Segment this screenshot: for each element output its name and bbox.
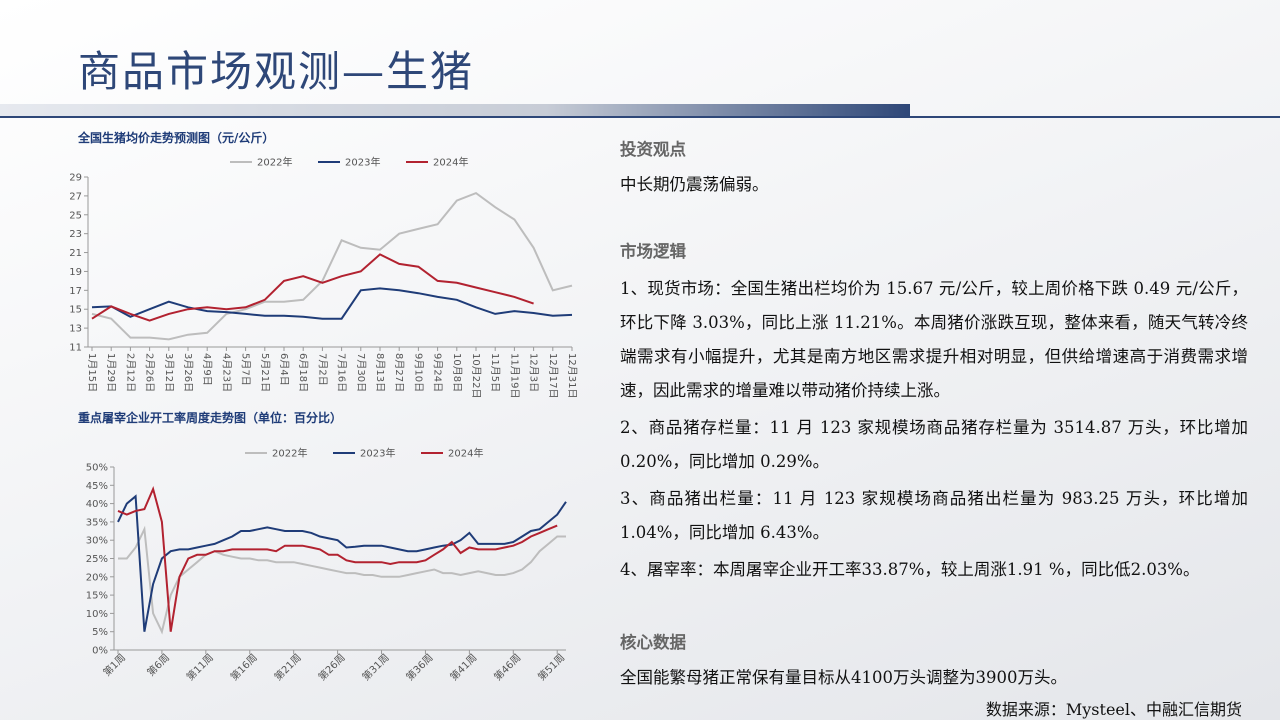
- x-tick-label: 第26周: [315, 651, 347, 683]
- y-tick-label: 23: [69, 229, 82, 240]
- legend-label: 2024年: [433, 156, 468, 169]
- paragraph: 中长期仍震荡偏弱。: [620, 175, 769, 194]
- series-line: [91, 253, 534, 322]
- y-tick-label: 20%: [86, 572, 108, 583]
- x-tick-label: 第46周: [491, 651, 523, 683]
- y-tick-label: 35%: [86, 517, 108, 528]
- x-tick-label: 5月21日: [259, 353, 271, 392]
- x-tick-label: 11月19日: [508, 353, 520, 398]
- heading: 市场逻辑: [620, 242, 686, 261]
- y-tick-label: 15: [69, 305, 82, 316]
- x-tick-label: 1月15日: [86, 353, 98, 392]
- y-tick-label: 50%: [86, 463, 108, 474]
- x-tick-label: 5月7日: [240, 353, 252, 386]
- paragraph: 4、屠宰率：本周屠宰企业开工率33.87%，较上周涨1.91 %，同比低2.03…: [620, 560, 1200, 579]
- x-tick-label: 11月5日: [489, 353, 501, 392]
- x-tick-label: 第21周: [271, 651, 303, 683]
- x-tick-label: 3月12日: [163, 353, 175, 392]
- x-tick-label: 10月8日: [451, 353, 463, 392]
- x-tick-label: 第41周: [447, 651, 479, 683]
- paragraph: 1、现货市场：全国生猪出栏均价为 15.67 元/公斤，较上周价格下跌 0.49…: [620, 279, 1248, 400]
- title-bar: [0, 104, 910, 116]
- legend-label: 2022年: [257, 156, 292, 169]
- y-tick-label: 5%: [92, 627, 108, 638]
- x-tick-label: 第51周: [535, 651, 567, 683]
- series-line: [91, 191, 573, 341]
- legend-label: 2024年: [448, 447, 483, 460]
- x-tick-label: 2月12日: [124, 353, 136, 392]
- x-tick-label: 第31周: [359, 651, 391, 683]
- chart-title: 重点屠宰企业开工率周度走势图（单位：百分比）: [78, 410, 342, 425]
- x-tick-label: 7月16日: [336, 353, 348, 392]
- charts: 全国生猪均价走势预测图（元/公斤） 11 13 15 17 19 21 23 25 27 29 1月1…: [69, 130, 578, 683]
- y-tick-label: 0%: [92, 646, 108, 657]
- item-list: 1、现货市场：全国生猪出栏均价为 15.67 元/公斤，较上周价格下跌 0.49…: [620, 272, 1248, 587]
- series-line: [117, 494, 567, 632]
- series-line: [118, 525, 566, 635]
- x-tick-label: 2月26日: [144, 353, 156, 392]
- x-tick-label: 6月18日: [297, 353, 309, 392]
- y-tick-label: 25: [69, 210, 82, 221]
- x-tick-label: 9月24日: [432, 353, 444, 392]
- paragraph: 2、商品猪存栏量：11 月 123 家规模场商品猪存栏量为 3514.87 万头…: [620, 418, 1248, 471]
- y-tick-label: 27: [69, 191, 82, 202]
- title-rule: [0, 116, 1280, 118]
- series-line: [91, 287, 573, 320]
- y-tick-label: 45%: [86, 481, 108, 492]
- y-tick-label: 21: [69, 248, 82, 259]
- slide-title: 商品市场观测—生猪: [78, 47, 475, 96]
- y-tick-label: 10%: [86, 609, 108, 620]
- x-tick-label: 8月27日: [393, 353, 405, 392]
- x-tick-label: 4月23日: [220, 353, 232, 392]
- legend-label: 2023年: [360, 447, 395, 460]
- x-tick-label: 8月13日: [374, 353, 386, 392]
- x-tick-label: 1月29日: [105, 353, 117, 392]
- x-tick-label: 10月22日: [470, 353, 482, 398]
- heading: 投资观点: [620, 140, 686, 159]
- source: 数据来源：Mysteel、中融汇信期货: [985, 700, 1242, 719]
- x-tick-label: 第6周: [144, 651, 172, 679]
- y-tick-label: 15%: [86, 591, 108, 602]
- x-tick-label: 12月31日: [566, 353, 578, 398]
- paragraph: 全国能繁母猪正常保有量目标从4100万头调整为3900万头。: [620, 668, 1067, 687]
- paragraph: 3、商品猪出栏量：11 月 123 家规模场商品猪出栏量为 983.25 万头，…: [620, 489, 1248, 542]
- x-tick-label: 3月26日: [182, 353, 194, 392]
- y-tick-label: 30%: [86, 536, 108, 547]
- y-tick-label: 25%: [86, 554, 108, 565]
- x-tick-label: 9月10日: [412, 353, 424, 392]
- chart-title: 全国生猪均价走势预测图（元/公斤）: [77, 130, 274, 145]
- series-line: [117, 485, 558, 632]
- y-tick-label: 40%: [86, 499, 108, 510]
- y-tick-label: 29: [69, 173, 82, 184]
- x-tick-label: 4月9日: [201, 353, 213, 386]
- x-tick-label: 12月17日: [547, 353, 559, 398]
- x-tick-label: 6月4日: [278, 353, 290, 386]
- legend-label: 2022年: [272, 447, 307, 460]
- x-tick-label: 7月30日: [355, 353, 367, 392]
- x-tick-label: 第36周: [403, 651, 435, 683]
- x-tick-label: 第11周: [184, 651, 216, 683]
- text-panel: 投资观点 中长期仍震荡偏弱。 市场逻辑 1、现货市场：全国生猪出栏均价为 15.…: [620, 132, 1248, 695]
- legend-label: 2023年: [345, 156, 380, 169]
- y-tick-label: 13: [69, 324, 82, 335]
- x-tick-label: 第16周: [228, 651, 260, 683]
- y-tick-label: 17: [69, 286, 82, 297]
- x-tick-label: 7月2日: [316, 353, 328, 386]
- y-tick-label: 19: [69, 267, 82, 278]
- heading: 核心数据: [620, 633, 686, 652]
- y-tick-label: 11: [69, 343, 82, 354]
- x-tick-label: 12月3日: [528, 353, 540, 392]
